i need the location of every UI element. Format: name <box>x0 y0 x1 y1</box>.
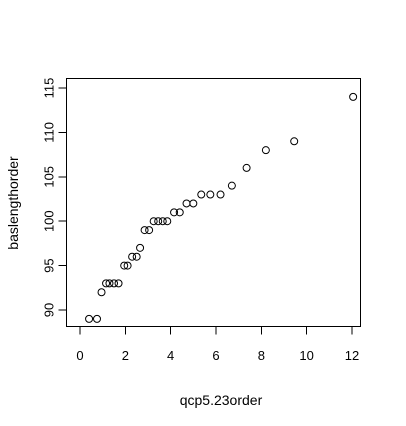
data-point-13 <box>145 226 154 235</box>
x-tick-label: 2 <box>122 348 129 363</box>
data-point-4 <box>105 279 114 288</box>
data-point-3 <box>102 279 111 288</box>
y-axis-label: baslengthorder <box>5 156 21 250</box>
data-point-0 <box>85 314 94 323</box>
x-tick-label: 10 <box>299 348 313 363</box>
data-point-2 <box>97 288 106 297</box>
data-point-28 <box>290 137 299 146</box>
x-axis-label: qcp5.23order <box>180 392 263 408</box>
data-point-15 <box>154 217 163 226</box>
data-point-9 <box>128 252 137 261</box>
y-tick-label: 90 <box>41 303 56 317</box>
data-point-25 <box>227 181 236 190</box>
data-point-6 <box>114 279 123 288</box>
data-point-10 <box>132 252 141 261</box>
data-point-14 <box>149 217 158 226</box>
y-axis-ticks: 90 95 100 105 110 115 <box>41 78 67 317</box>
y-tick-label: 105 <box>41 166 56 188</box>
data-point-11 <box>136 243 145 252</box>
data-point-12 <box>140 226 149 235</box>
x-tick-label: 8 <box>258 348 265 363</box>
data-point-7 <box>120 261 129 270</box>
y-tick-label: 110 <box>41 122 56 143</box>
data-point-22 <box>197 190 206 199</box>
x-axis-ticks: 0 2 4 6 8 10 12 <box>76 326 359 363</box>
data-point-20 <box>182 199 191 208</box>
x-tick-label: 0 <box>76 348 83 363</box>
data-point-17 <box>163 217 172 226</box>
x-tick-label: 4 <box>167 348 174 363</box>
data-point-26 <box>242 163 251 172</box>
data-point-21 <box>189 199 198 208</box>
data-point-1 <box>93 314 101 323</box>
data-point-18 <box>170 208 179 217</box>
data-point-23 <box>206 190 215 199</box>
y-tick-label: 100 <box>41 210 56 232</box>
data-point-8 <box>123 261 132 270</box>
y-tick-label: 115 <box>41 78 56 99</box>
data-point-5 <box>110 279 118 288</box>
x-tick-label: 12 <box>345 348 359 363</box>
y-tick-label: 95 <box>41 258 56 272</box>
data-points <box>85 92 358 323</box>
data-point-16 <box>158 217 167 226</box>
data-point-27 <box>261 146 270 155</box>
data-point-29 <box>349 92 358 101</box>
x-tick-label: 6 <box>212 348 219 363</box>
data-point-24 <box>216 190 225 199</box>
data-point-19 <box>175 208 184 217</box>
plot-frame <box>66 78 361 327</box>
